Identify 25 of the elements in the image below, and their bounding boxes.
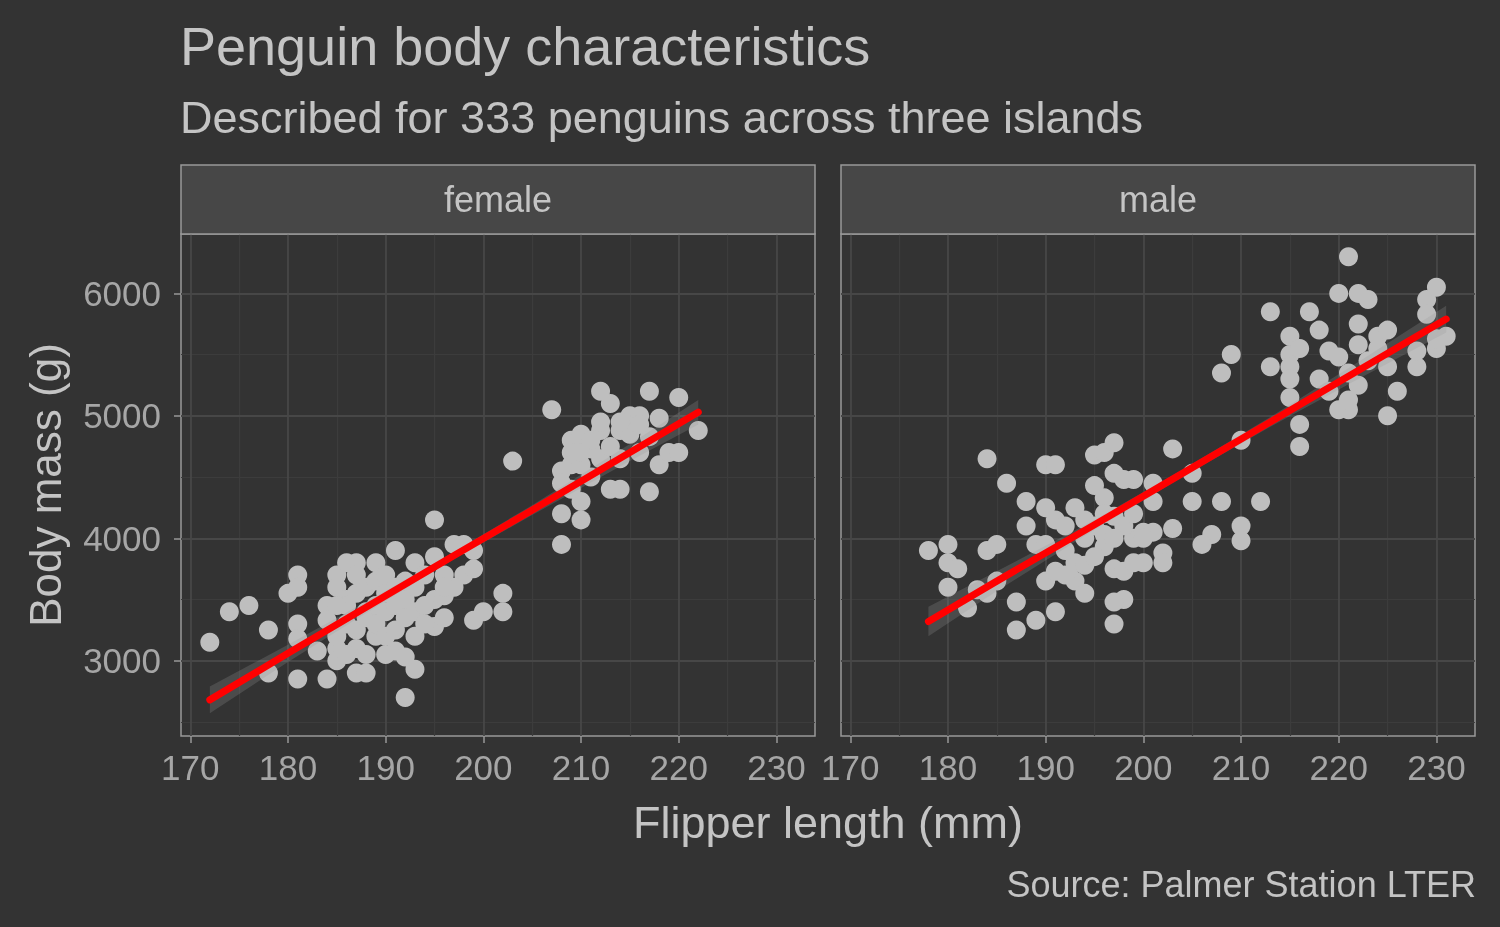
x-tick-label: 190 bbox=[1016, 748, 1075, 787]
x-tick-label: 220 bbox=[649, 748, 708, 787]
x-tick-label: 190 bbox=[356, 748, 415, 787]
x-tick-label: 210 bbox=[1211, 748, 1271, 787]
chart-title: female bbox=[443, 179, 553, 220]
x-tick-label: 210 bbox=[551, 748, 611, 787]
y-tick-label: 6000 bbox=[83, 273, 161, 313]
text: Penguin body characteristics bbox=[180, 16, 871, 76]
y-tick-label: 4000 bbox=[83, 518, 161, 558]
y-tick-label: 5000 bbox=[83, 396, 161, 436]
x-tick-label: 170 bbox=[821, 748, 880, 787]
x-tick-label: 230 bbox=[1407, 748, 1466, 787]
chart-title: male bbox=[1118, 179, 1198, 220]
y-tick-label: 3000 bbox=[83, 641, 161, 681]
text: Described for 333 penguins across three islands bbox=[180, 91, 1144, 143]
x-axis-title: Flipper length (mm) bbox=[632, 796, 1024, 848]
y-axis-title: Body mass (g) bbox=[20, 343, 70, 627]
x-tick-label: 230 bbox=[747, 748, 806, 787]
x-tick-label: 220 bbox=[1309, 748, 1368, 787]
x-tick-label: 180 bbox=[918, 748, 978, 787]
source-note: Source: Palmer Station LTER bbox=[1006, 863, 1476, 905]
x-tick-label: 170 bbox=[161, 748, 220, 787]
x-tick-label: 200 bbox=[454, 748, 513, 787]
x-tick-label: 200 bbox=[1114, 748, 1173, 787]
x-tick-label: 180 bbox=[258, 748, 318, 787]
